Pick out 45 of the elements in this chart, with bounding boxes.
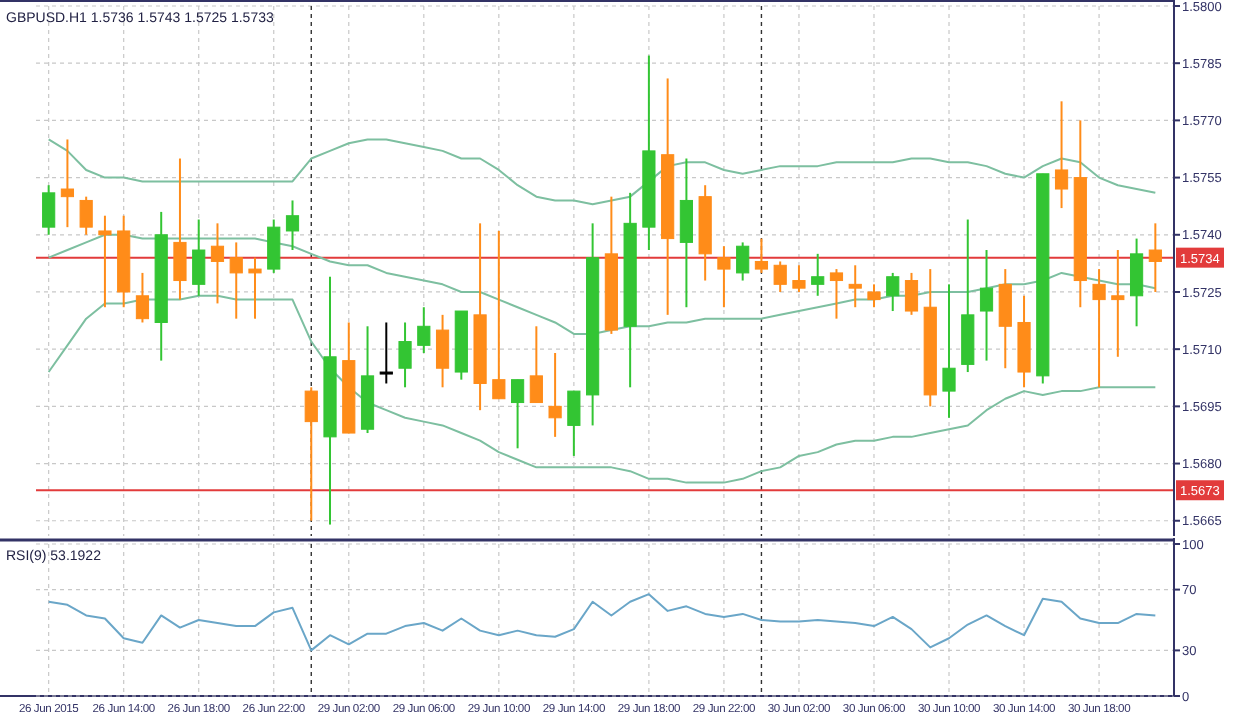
- candlestick: [1111, 249, 1125, 358]
- candlestick: [904, 271, 919, 316]
- candlestick: [192, 218, 206, 297]
- line-series: [47, 593, 1157, 652]
- candlestick: [998, 268, 1012, 370]
- candlestick: [1092, 268, 1106, 389]
- candlestick: [304, 386, 318, 522]
- candlestick: [229, 241, 243, 320]
- candlestick: [379, 321, 393, 385]
- candlestick: [829, 268, 844, 320]
- candlestick: [886, 271, 900, 313]
- candlestick: [267, 218, 281, 274]
- candlestick: [942, 283, 956, 419]
- candlestick: [492, 229, 506, 400]
- candlestick: [754, 237, 769, 274]
- candlestick: [736, 241, 750, 282]
- candlestick: [135, 271, 150, 324]
- candlestick: [435, 313, 450, 389]
- candlestick: [98, 214, 112, 309]
- candlestick: [511, 378, 525, 450]
- candlestick: [1054, 100, 1069, 210]
- candlestick: [285, 199, 300, 252]
- candlestick: [867, 283, 881, 309]
- line-series: [47, 138, 1157, 206]
- candlestick: [848, 264, 862, 309]
- candlestick: [1148, 222, 1162, 293]
- line-series: [47, 294, 1157, 484]
- candlestick: [548, 351, 562, 438]
- candlestick: [42, 184, 56, 236]
- candlestick: [529, 325, 543, 404]
- candlestick: [248, 256, 262, 320]
- candlestick: [1129, 237, 1144, 328]
- candlestick: [417, 306, 431, 354]
- candlestick: [773, 260, 787, 293]
- candlestick: [811, 252, 825, 297]
- candlestick: [398, 321, 412, 389]
- candlestick: [979, 249, 994, 362]
- candlestick: [792, 264, 806, 293]
- candlestick: [717, 245, 731, 309]
- candlestick: [679, 157, 693, 309]
- candlestick: [173, 157, 187, 301]
- candlestick: [79, 195, 93, 236]
- candlestick: [567, 390, 581, 457]
- candlestick: [210, 222, 225, 305]
- candlestick: [60, 138, 75, 229]
